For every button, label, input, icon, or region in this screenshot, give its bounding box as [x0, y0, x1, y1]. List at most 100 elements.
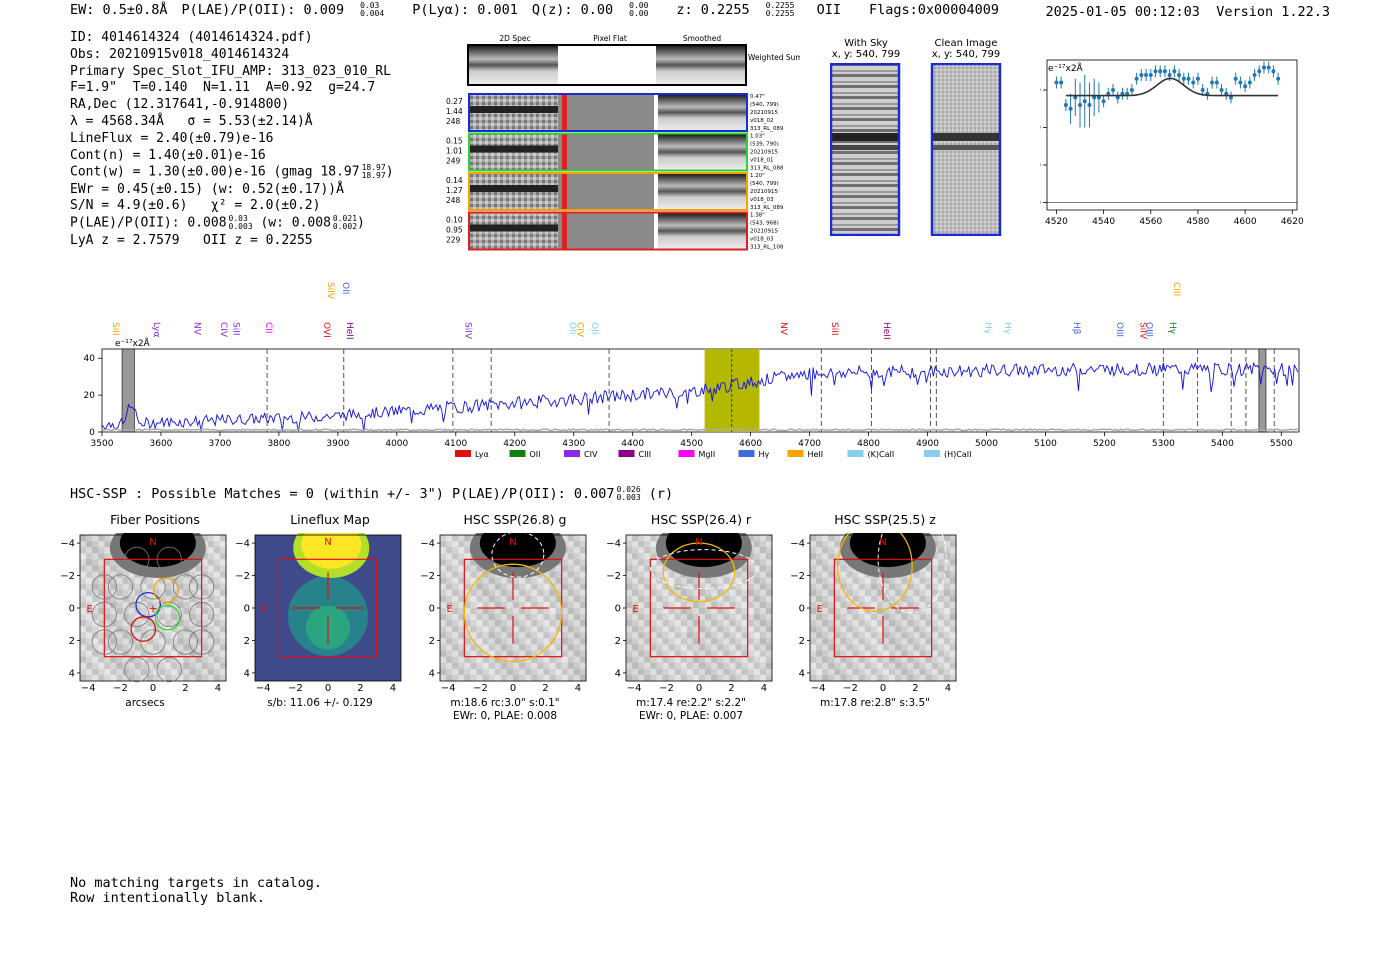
- panel-xtick: 4: [944, 683, 952, 694]
- panel-xtick: −4: [440, 683, 456, 694]
- legend-entry: OII: [509, 450, 541, 459]
- panel-xticks: −4 −2 0 2 4: [418, 683, 593, 697]
- panel-xtick: −2: [473, 683, 488, 694]
- panel-ytick: 2: [799, 636, 805, 647]
- zoom-point: [1276, 76, 1281, 81]
- emission-line-label: Hβ: [1071, 322, 1081, 335]
- emission-line-label: SiIV: [463, 322, 473, 340]
- redshift-value: z: 0.2255 0.2255 0.2255 OII: [676, 1, 842, 19]
- datetime: 2025-01-05 00:12:03: [1045, 4, 1200, 20]
- panel-ytick: −2: [235, 571, 250, 582]
- cutout-right-label: 20210915: [750, 150, 778, 156]
- panel-ytick: 4: [615, 668, 621, 679]
- zoom-point: [1266, 65, 1271, 70]
- fiber-circle: [91, 601, 117, 628]
- spectrum-xtick: 5300: [1152, 439, 1175, 449]
- panel-xtick: 0: [324, 683, 332, 694]
- info-radec: RA,Dec (12.317641,-0.914800): [70, 97, 290, 113]
- panel-ytick: −2: [420, 571, 435, 582]
- zoom-point: [1078, 103, 1083, 107]
- fiber-circle: [189, 629, 215, 655]
- panel-ytick: 2: [69, 636, 75, 647]
- weighted-sum-cutout: [467, 44, 747, 86]
- legend-entry: Hγ: [738, 450, 770, 459]
- panel-xtick: 4: [214, 683, 222, 694]
- legend-label: OII: [530, 450, 541, 459]
- plae-header: P(LAE)/P(OII): 0.009 0.03 0.004: [181, 1, 385, 19]
- zoom-point: [1238, 80, 1243, 85]
- panel-ytick: 0: [69, 604, 75, 615]
- cutout-right-label: 20210915: [750, 229, 778, 235]
- flags-value: Flags:0x00004009: [869, 2, 1000, 18]
- fiber-circle-highlight: [135, 591, 161, 618]
- panel-xtick: 2: [912, 683, 919, 694]
- zoom-point: [1195, 76, 1200, 81]
- panel-xtick: −4: [810, 683, 826, 694]
- zoom-point: [1148, 73, 1153, 77]
- panel-ytick: 4: [799, 668, 805, 679]
- cutout-right-label: 313_RL_089: [750, 205, 784, 211]
- panel-xtick: −4: [626, 683, 642, 694]
- legend-label: (H)CaII: [944, 450, 971, 459]
- panel-xticks: −4 −2 0 2 4: [604, 683, 779, 697]
- north-label: N: [695, 537, 702, 548]
- emission-line-label: SiIV: [1138, 322, 1148, 340]
- panel-title: HSC SSP(26.8) g: [463, 512, 567, 527]
- zoom-point: [1224, 91, 1229, 96]
- emission-line-label: HeII: [881, 322, 891, 340]
- cutout-left-label: 0.27: [446, 97, 463, 106]
- footer-line2: Row intentionally blank.: [70, 890, 266, 906]
- panel-ytick: 2: [615, 636, 621, 647]
- panel-caption: m:17.4 re:2.2" s:2.2": [636, 697, 746, 709]
- panel-ytick: −4: [606, 539, 621, 550]
- svg-text:+: +: [148, 602, 157, 615]
- legend-entry: (H)CaII: [924, 450, 971, 459]
- spectrum-xtick: 4200: [503, 439, 526, 449]
- spectrum-xtick: 3800: [267, 439, 290, 449]
- zoom-point: [1162, 69, 1167, 74]
- emission-line-label: OIII: [1144, 322, 1154, 337]
- panel-xtick: 4: [574, 683, 582, 694]
- aperture-ellipse: [836, 533, 913, 612]
- fiber-circle: [172, 574, 199, 600]
- spectrum-xtick: 3900: [326, 439, 349, 449]
- legend-entry: (K)CaII: [847, 450, 894, 459]
- panel-xtick: −2: [843, 683, 858, 694]
- cutout-right-label: 1.03": [750, 134, 765, 140]
- cutout-right-label: 1.20": [750, 173, 765, 179]
- aperture-ellipse: [463, 563, 563, 663]
- legend-label: Lyα: [475, 450, 489, 459]
- zoom-point: [1243, 84, 1248, 89]
- zoom-point: [1252, 73, 1257, 77]
- spectrum-ytick: 0: [89, 428, 95, 438]
- emission-line-label: Hγ: [1002, 322, 1012, 335]
- panel-ytick: 2: [244, 636, 250, 647]
- legend-label: CIV: [584, 450, 598, 459]
- zoom-point: [1200, 88, 1205, 92]
- zoom-point: [1214, 80, 1219, 85]
- zoom-point: [1134, 76, 1139, 81]
- info-contw: Cont(w) = 1.30(±0.00)e-16 (gmag 18.97 18.…: [70, 163, 394, 181]
- catalog-ellipse: [649, 549, 758, 590]
- emission-line-label: OVI: [321, 322, 331, 338]
- spectrum-xtick: 4900: [916, 439, 939, 449]
- panel-xtick: 4: [389, 683, 397, 694]
- emission-line-label: OIII: [1114, 322, 1124, 337]
- panel-ytick: −4: [790, 539, 805, 550]
- panel-ytick: 0: [429, 604, 435, 615]
- zoom-point: [1120, 91, 1125, 96]
- zoom-point: [1158, 69, 1163, 74]
- sky-cutout-panel: N E 4 2 0 −2 −4: [790, 533, 957, 682]
- legend-entry: CIII: [618, 450, 651, 459]
- spectrum-xtick: 4500: [680, 439, 703, 449]
- panel-ytick: 0: [244, 604, 250, 615]
- detection-info: ID: 4014614324 (4014614324.pdf) Obs: 2021…: [70, 30, 394, 249]
- north-label: N: [324, 537, 331, 548]
- spectrum-xtick: 4600: [739, 439, 762, 449]
- zoom-point: [1219, 88, 1224, 92]
- zoom-xtick: 4560: [1139, 217, 1162, 227]
- with-sky-image: [830, 63, 901, 236]
- panel-ytick: 0: [615, 604, 621, 615]
